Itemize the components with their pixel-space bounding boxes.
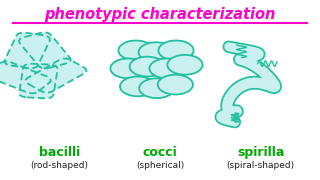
- Text: spirilla: spirilla: [237, 146, 284, 159]
- Text: phenotypic characterization: phenotypic characterization: [44, 7, 276, 22]
- Circle shape: [149, 58, 185, 78]
- Circle shape: [158, 75, 193, 95]
- Circle shape: [120, 76, 155, 96]
- FancyBboxPatch shape: [19, 32, 71, 68]
- Text: (spherical): (spherical): [136, 161, 184, 170]
- Circle shape: [167, 55, 203, 75]
- Circle shape: [158, 40, 194, 60]
- Text: cocci: cocci: [143, 146, 177, 159]
- FancyBboxPatch shape: [4, 33, 50, 68]
- Circle shape: [130, 57, 165, 76]
- Circle shape: [118, 40, 154, 60]
- FancyBboxPatch shape: [19, 64, 58, 98]
- Text: (spiral-shaped): (spiral-shaped): [227, 161, 295, 170]
- FancyBboxPatch shape: [26, 58, 86, 93]
- Circle shape: [139, 42, 174, 62]
- Text: bacilli: bacilli: [39, 146, 80, 159]
- FancyBboxPatch shape: [0, 61, 51, 93]
- Circle shape: [110, 58, 146, 78]
- Text: (rod-shaped): (rod-shaped): [30, 161, 88, 170]
- Circle shape: [139, 78, 174, 98]
